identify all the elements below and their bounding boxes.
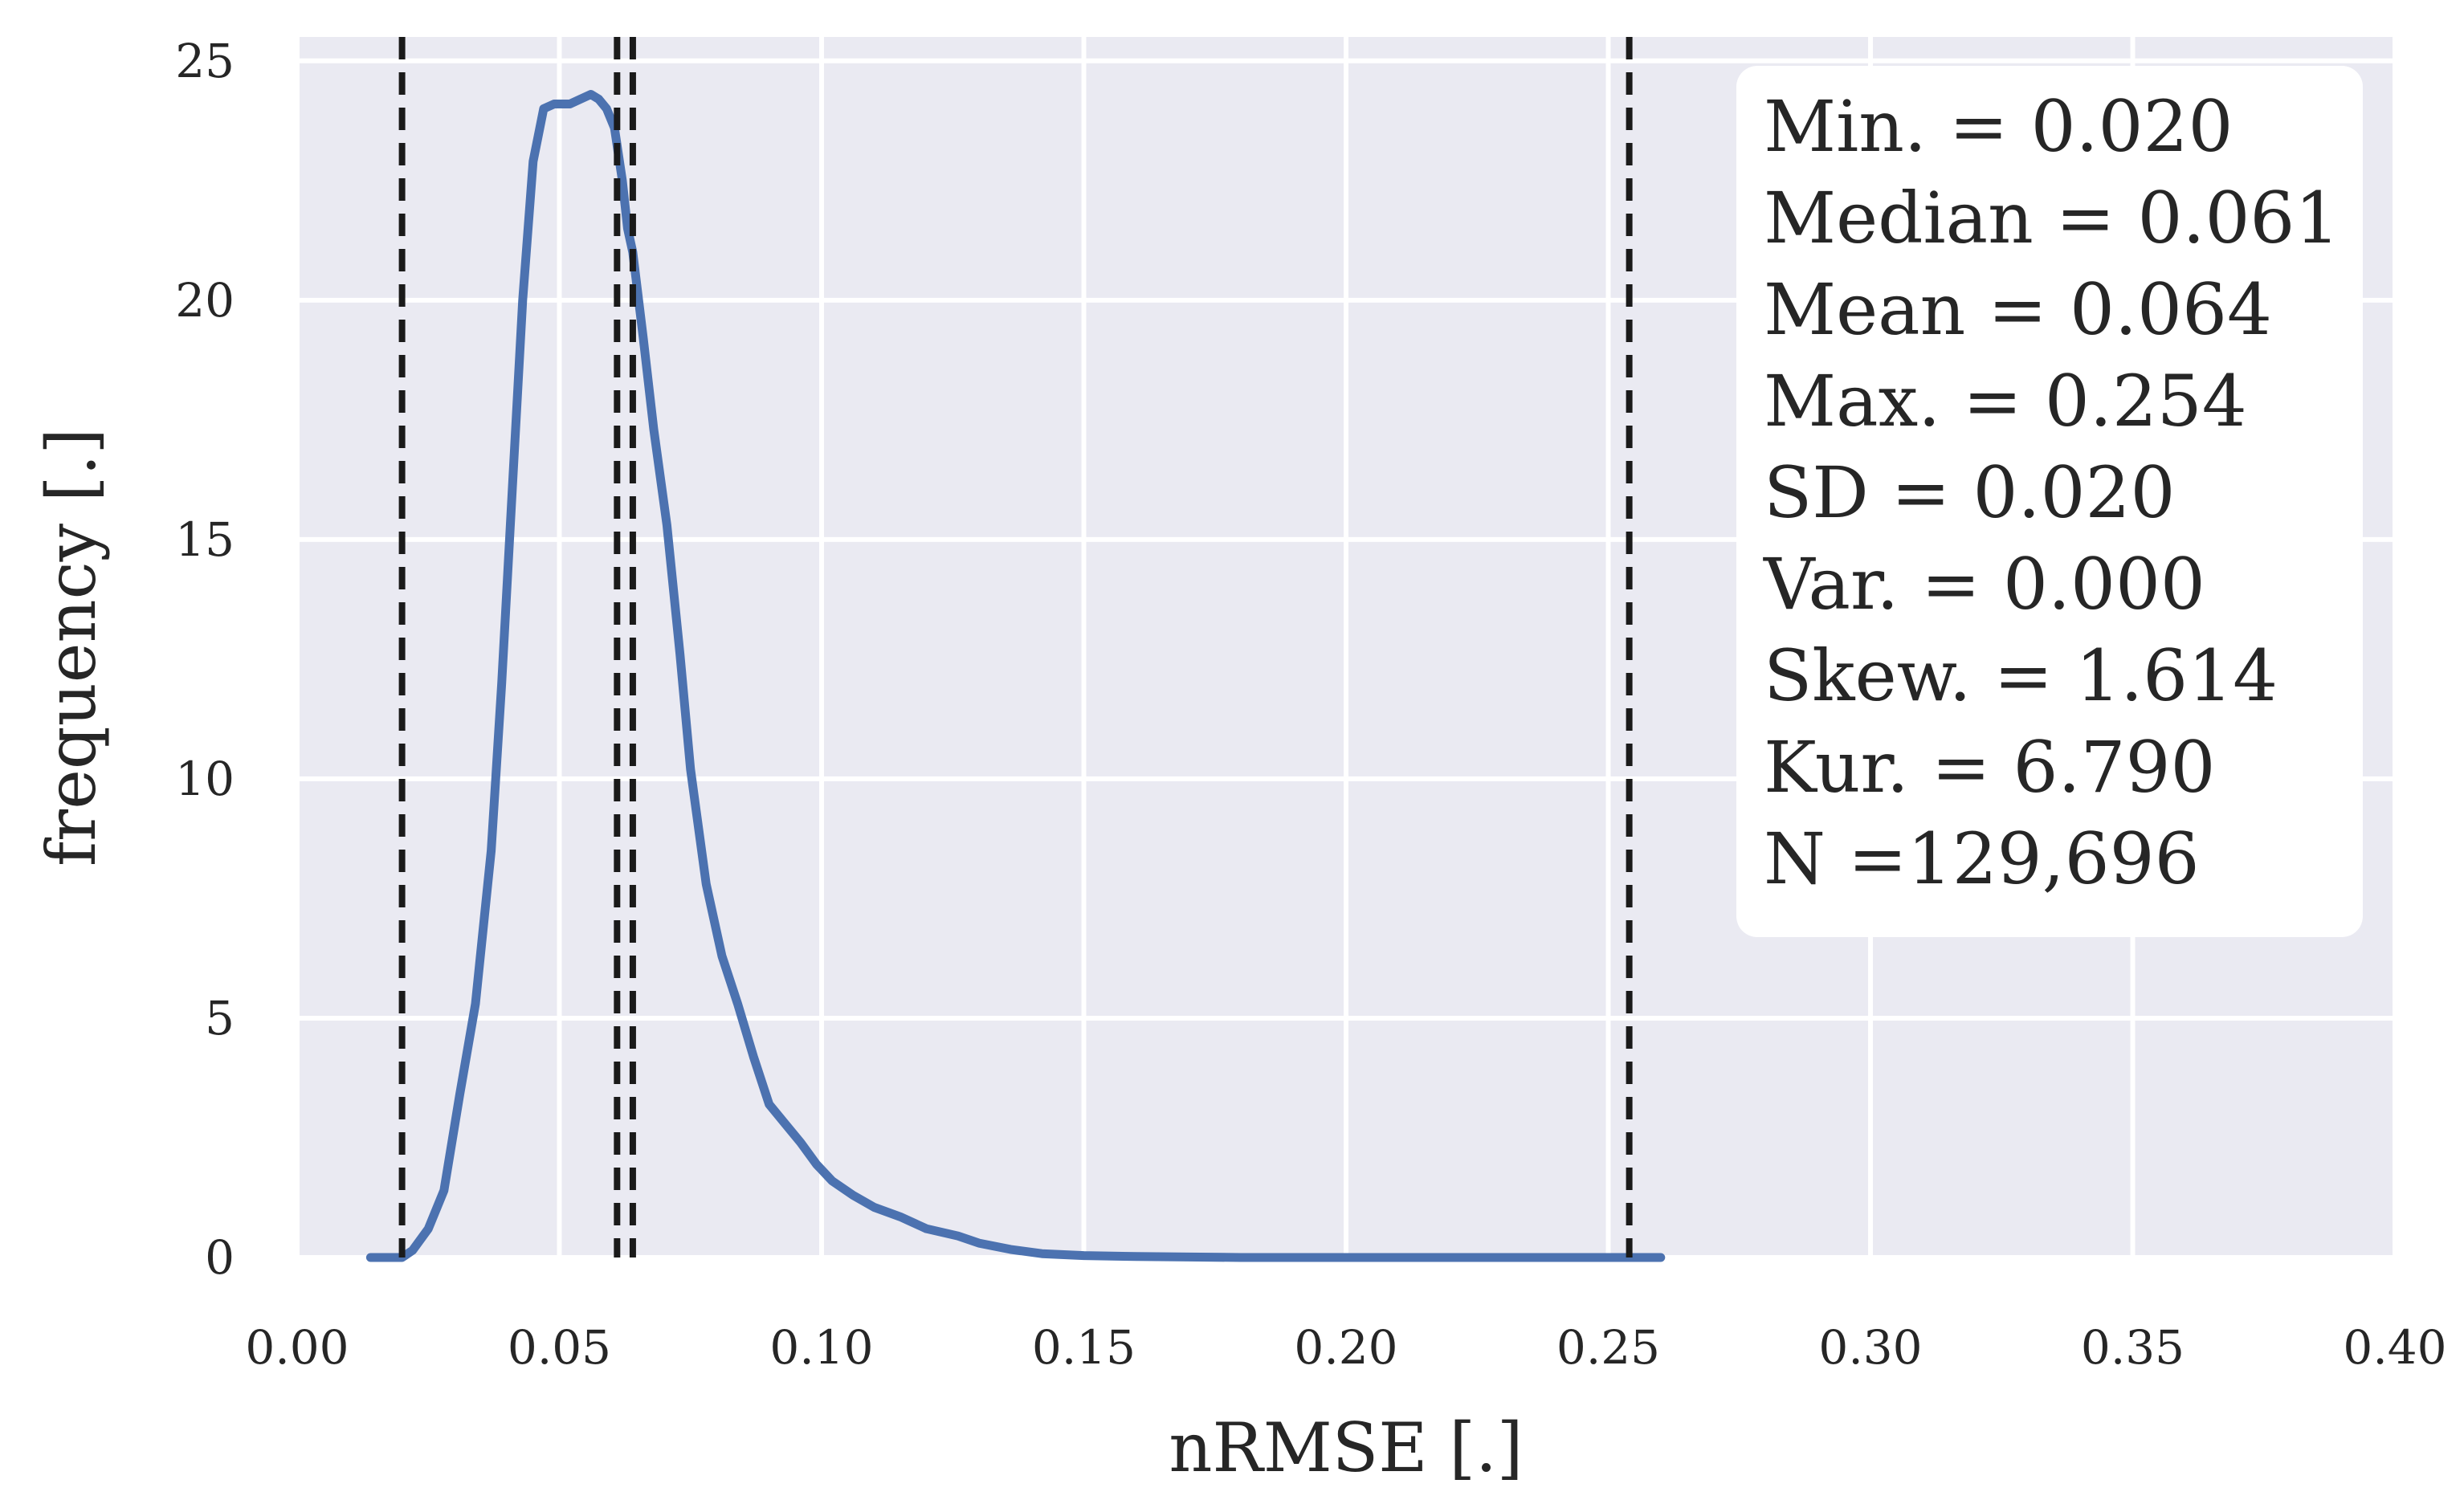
series-layer xyxy=(365,90,1666,1262)
stats-line-3: Max. = 0.254 xyxy=(1764,360,2247,442)
stats-line-6: Skew. = 1.614 xyxy=(1764,634,2278,717)
y-tick-label-2: 10 xyxy=(175,752,235,806)
x-tick-label-3: 0.15 xyxy=(1032,1320,1136,1375)
x-tick-label-6: 0.30 xyxy=(1818,1320,1922,1375)
stats-line-0: Min. = 0.020 xyxy=(1764,85,2234,168)
y-tick-label-5: 25 xyxy=(175,34,235,88)
stats-lines: Min. = 0.020 Median = 0.061 Mean = 0.064 Ma… xyxy=(1763,85,2340,900)
stats-line-5: Var. = 0.000 xyxy=(1763,543,2205,626)
stats-line-1: Median = 0.061 xyxy=(1764,177,2340,259)
x-tick-label-5: 0.25 xyxy=(1556,1320,1660,1375)
density-line-0 xyxy=(365,90,1666,1262)
x-tick-label-0: 0.00 xyxy=(245,1320,349,1375)
y-tick-label-4: 20 xyxy=(175,273,235,328)
stats-line-7: Kur. = 6.790 xyxy=(1764,726,2215,809)
y-tick-labels: 0 5 10 15 20 25 xyxy=(175,34,235,1285)
x-tick-labels: 0.00 0.05 0.10 0.15 0.20 0.25 0.30 0.35 0.40 xyxy=(245,1320,2446,1375)
x-tick-label-7: 0.35 xyxy=(2081,1320,2185,1375)
y-tick-label-3: 15 xyxy=(175,512,235,567)
stats-line-2: Mean = 0.064 xyxy=(1764,268,2272,351)
x-axis-label: nRMSE [.] xyxy=(1169,1408,1523,1487)
stats-line-8: N =129,696 xyxy=(1764,817,2200,900)
reference-lines xyxy=(398,37,1633,1257)
y-tick-label-0: 0 xyxy=(205,1230,235,1285)
y-tick-label-1: 5 xyxy=(205,991,235,1046)
stats-box-background xyxy=(1736,66,2363,937)
x-tick-label-1: 0.05 xyxy=(508,1320,611,1375)
y-axis-label: frequency [.] xyxy=(32,428,111,866)
x-tick-label-8: 0.40 xyxy=(2343,1320,2446,1375)
x-tick-label-4: 0.20 xyxy=(1294,1320,1397,1375)
x-tick-label-2: 0.10 xyxy=(769,1320,873,1375)
stats-box: Min. = 0.020 Median = 0.061 Mean = 0.064 Ma… xyxy=(1736,66,2363,937)
stats-line-4: SD = 0.020 xyxy=(1764,451,2175,534)
